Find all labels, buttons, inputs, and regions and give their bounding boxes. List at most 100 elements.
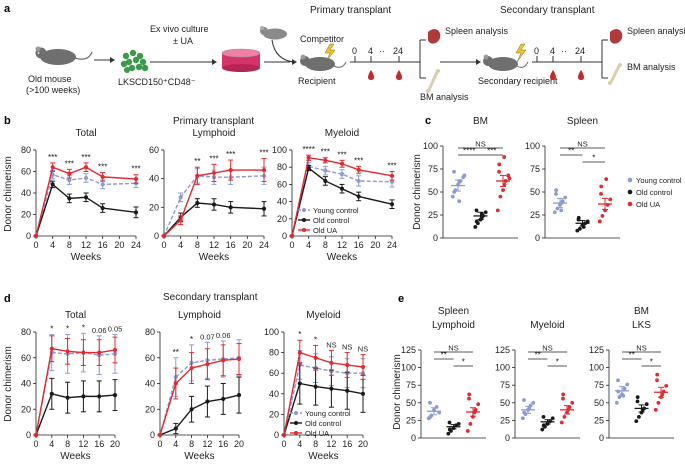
- dot-e-2-0-0: [614, 400, 619, 405]
- dot-e-1-2-5: [561, 396, 565, 401]
- data-point-d-0-2-3: [81, 350, 86, 355]
- dot-c-1-2-4: [608, 197, 613, 202]
- significance-b-2-2: ***: [337, 150, 346, 159]
- y-tick-label-b-2-5: 100: [272, 145, 287, 155]
- data-point-b-1-2-1: [178, 218, 183, 223]
- y-tick-label-e-2-1: 25: [594, 415, 604, 425]
- legend-marker-b-2-young: [302, 208, 306, 212]
- y-tick-label-d-0-3: 60: [21, 353, 31, 363]
- dot-c-0-2-2: [501, 188, 505, 193]
- data-point-b-1-2-2: [195, 173, 200, 178]
- primary-transplant-title: Primary transplant: [173, 116, 254, 127]
- dot-c-0-0-9: [462, 173, 467, 178]
- data-point-b-0-2-1: [50, 165, 55, 170]
- dot-c-0-0-7: [457, 199, 462, 204]
- data-point-b-1-0-1: [178, 195, 183, 200]
- y-tick-label-d-1-0: 0: [150, 430, 155, 440]
- dot-e-0-2-0: [465, 429, 470, 433]
- culture-sub-label: ± UA: [173, 36, 193, 46]
- bracket-label-e-1-0: **: [535, 351, 541, 360]
- timeline2-tick-24: 24: [575, 46, 585, 56]
- data-point-d-0-1-1: [49, 391, 54, 396]
- data-point-d-1-2-2: [189, 365, 194, 371]
- bracket-label-e-2-1: *: [650, 358, 653, 367]
- y-tick-label-b-1-3: 60: [149, 145, 159, 155]
- significance-d-2-3: NS: [342, 343, 352, 352]
- data-point-d-2-2-5: [360, 364, 366, 370]
- blood-drop-icon: [368, 70, 374, 80]
- bm-analysis-label-2: BM analysis: [627, 62, 676, 72]
- y-tick-label-c-1-3: 75: [530, 164, 540, 174]
- data-point-d-2-1-3: [329, 386, 334, 391]
- dot-e-2-0-4: [625, 382, 630, 387]
- x-tick-label-b-0-0: 0: [33, 240, 38, 250]
- dot-e-0-2-3: [473, 407, 478, 412]
- data-point-b-1-2-4: [228, 167, 233, 173]
- dot-e-1-2-6: [561, 392, 566, 397]
- data-point-d-2-1-5: [360, 391, 366, 396]
- significance-d-2-2: NS: [326, 341, 336, 350]
- x-tick-label-d-0-4: 16: [94, 439, 104, 449]
- bracket-label-e-0-1: *: [462, 358, 465, 367]
- significance-b-1-3: ***: [259, 149, 268, 158]
- dot-c-0-0-5: [452, 169, 456, 174]
- data-point-b-1-1-2: [195, 200, 200, 206]
- data-point-d-1-1-2: [189, 407, 194, 412]
- spleen-analysis-label: Spleen analysis: [445, 26, 509, 36]
- data-point-b-1-1-4: [228, 205, 233, 210]
- y-tick-label-d-2-4: 80: [269, 348, 279, 358]
- old-mouse-label: Old mouse: [28, 74, 72, 84]
- y-tick-label-d-0-1: 20: [21, 404, 31, 414]
- significance-d-2-0: *: [298, 330, 301, 339]
- data-point-b-0-1-5: [133, 210, 139, 215]
- x-tick-label-d-1-4: 16: [218, 439, 228, 449]
- legend-marker-d-2-old: [294, 421, 298, 425]
- y-tick-label-e-1-5: 125: [495, 345, 510, 355]
- spleen-analysis-label-2: Spleen analysis: [627, 26, 685, 36]
- y-tick-label-e-1-1: 25: [500, 415, 510, 425]
- x-tick-label-b-1-4: 16: [226, 240, 236, 250]
- dot-e-2-2-4: [664, 384, 669, 388]
- series-line-b-0-0: [35, 173, 137, 237]
- dot-c-1-2-5: [599, 191, 603, 196]
- significance-b-2-1: ***: [321, 148, 330, 157]
- dot-c-1-2-7: [604, 177, 609, 182]
- data-point-d-0-2-4: [97, 350, 102, 355]
- y-tick-label-e-0-3: 75: [406, 380, 416, 390]
- dot-e-2-2-6: [655, 372, 660, 377]
- dot-e-2-2-1: [656, 400, 661, 405]
- x-tick-label-b-1-6: 24: [259, 240, 269, 250]
- series-line-d-0-0: [35, 351, 116, 436]
- data-point-b-2-1-3: [339, 186, 345, 191]
- x-axis-title-d-2: Weeks: [308, 451, 338, 462]
- dot-c-0-1-4: [483, 210, 488, 215]
- x-tick-label-d-2-4: 16: [342, 439, 352, 449]
- x-axis-title-b-0: Weeks: [71, 252, 101, 263]
- y-tick-label-d-2-0: 0: [274, 430, 279, 440]
- y-tick-label-e-1-3: 75: [500, 380, 510, 390]
- dot-c-1-2-6: [599, 184, 604, 189]
- x-tick-label-d-2-0: 0: [281, 439, 286, 449]
- data-point-b-2-1-4: [356, 194, 361, 199]
- data-point-d-0-2-5: [112, 347, 118, 353]
- panel-label-c: c: [425, 115, 431, 127]
- y-axis-title-d: Donor chimerism: [3, 346, 14, 422]
- dot-e-0-2-1: [468, 422, 473, 426]
- dot-c-0-0-0: [450, 194, 455, 199]
- legend-label-d-2-ua: Old UA: [305, 429, 329, 438]
- significance-b-1-1: ***: [209, 154, 218, 163]
- y-tick-label-b-1-2: 40: [149, 174, 159, 184]
- y-tick-label-d-1-1: 20: [145, 404, 155, 414]
- y-tick-label-b-0-0: 0: [26, 231, 31, 241]
- y-tick-label-d-0-2: 40: [21, 379, 31, 389]
- y-tick-label-b-1-0: 0: [154, 231, 159, 241]
- dot-c-0-2-6: [497, 162, 502, 167]
- y-tick-label-e-2-0: 0: [599, 433, 604, 443]
- x-tick-label-d-0-1: 4: [49, 439, 54, 449]
- data-point-d-2-2-4: [345, 362, 350, 368]
- x-tick-label-b-1-3: 12: [209, 240, 219, 250]
- x-tick-label-d-1-2: 8: [189, 439, 194, 449]
- significance-b-0-4: ***: [131, 165, 140, 174]
- data-point-b-0-2-0: [33, 233, 39, 239]
